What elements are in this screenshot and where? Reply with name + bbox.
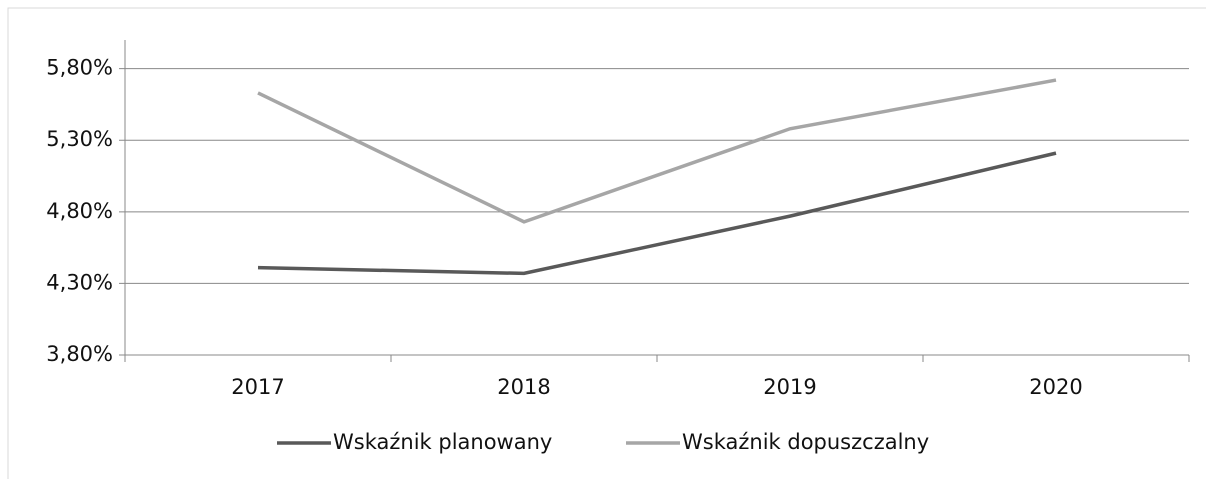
y-tick-label: 5,80% — [46, 56, 113, 80]
y-tick-label: 3,80% — [46, 342, 113, 366]
y-tick-label: 4,80% — [46, 199, 113, 223]
legend-label: Wskaźnik dopuszczalny — [682, 430, 929, 454]
x-tick-label: 2018 — [497, 375, 550, 399]
series-line — [257, 151, 1057, 276]
y-tick-label: 5,30% — [46, 127, 113, 151]
series-line — [257, 78, 1057, 224]
chart-frame — [7, 7, 1206, 479]
y-tick-label: 4,30% — [46, 270, 113, 294]
legend-label: Wskaźnik planowany — [333, 430, 552, 454]
x-tick-label: 2020 — [1029, 375, 1082, 399]
x-tick-label: 2017 — [231, 375, 284, 399]
x-tick-label: 2019 — [763, 375, 816, 399]
